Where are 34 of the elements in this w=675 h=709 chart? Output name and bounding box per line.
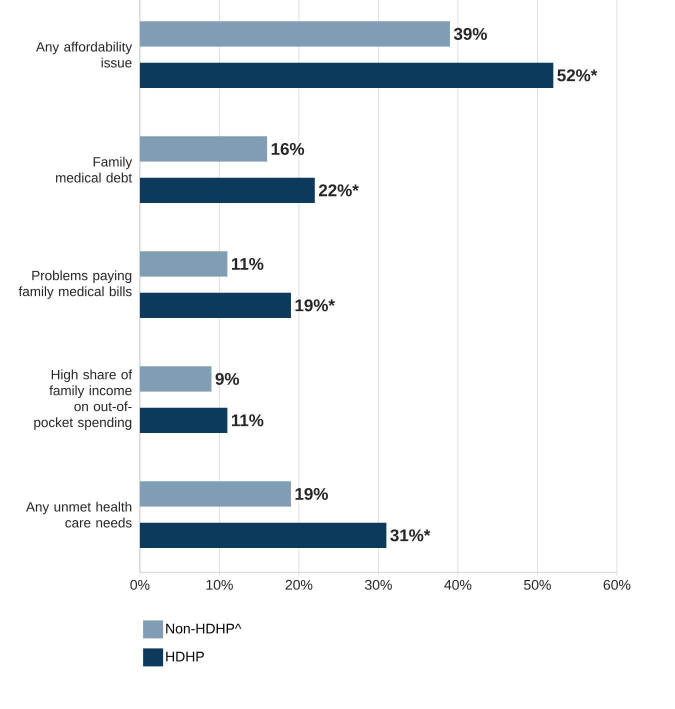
- x-tick-label: 30%: [364, 580, 392, 590]
- bar: [140, 178, 315, 203]
- data-label: 19%*: [296, 299, 335, 312]
- data-label: 39%: [454, 28, 487, 40]
- y-tick-label: Family medical debt: [56, 156, 132, 183]
- data-label: 11%: [232, 414, 264, 426]
- y-tick-label: High share of family income on out-of-pocket spending: [34, 369, 132, 430]
- data-label: 31%*: [390, 529, 430, 542]
- x-tick-label: 40%: [444, 580, 472, 590]
- data-label: 11%: [232, 258, 264, 270]
- x-tick-label: 50%: [524, 580, 551, 590]
- y-tick-label: Any unmet health care needs: [26, 502, 132, 528]
- bar: [140, 136, 268, 162]
- bar: [140, 251, 228, 277]
- bar: [140, 292, 291, 318]
- bar: [140, 481, 291, 507]
- bar: [140, 21, 450, 47]
- legend-label: Non-HDHP^: [166, 624, 242, 634]
- x-tick-label: 60%: [604, 580, 630, 590]
- data-label: 22%*: [318, 184, 359, 196]
- legend-label: HDHP: [166, 652, 204, 662]
- data-label: 52%*: [557, 69, 598, 82]
- data-label: 19%: [296, 488, 328, 500]
- bar: [140, 366, 212, 392]
- data-label: 9%: [216, 372, 240, 385]
- y-tick-label: Any affordability issue: [36, 42, 132, 68]
- x-tick-label: 0%: [130, 580, 150, 590]
- bar: [140, 408, 228, 433]
- x-tick-label: 10%: [206, 580, 233, 590]
- bar: [140, 62, 554, 88]
- data-label: 16%: [272, 142, 304, 155]
- bar: [140, 522, 386, 548]
- x-tick-label: 20%: [286, 580, 312, 590]
- y-tick-label: Problems paying family medical bills: [18, 270, 132, 299]
